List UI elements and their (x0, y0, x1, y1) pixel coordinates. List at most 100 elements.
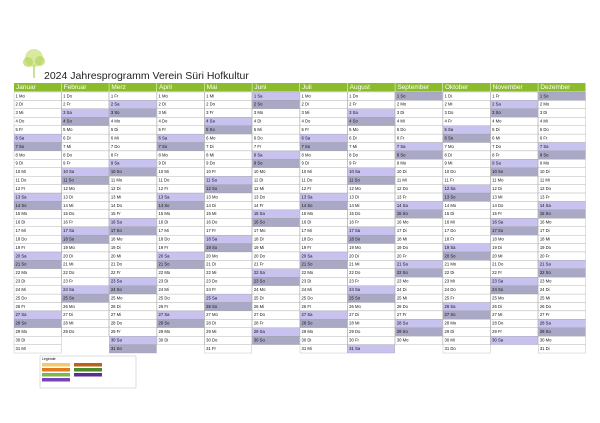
day-label: 16 Di (16, 220, 26, 225)
day-label: 26 Fr (16, 304, 26, 309)
day-label: 24 Mi (16, 287, 26, 292)
month-name: Januar (16, 84, 37, 91)
legend: Legende (39, 355, 137, 389)
day-label: 1 Di (445, 93, 453, 98)
day-label: 22 So (397, 270, 409, 275)
day-label: 7 So (302, 144, 311, 149)
day-label: 14 So (16, 203, 28, 208)
day-label: 23 Di (16, 279, 26, 284)
day-cell (490, 336, 538, 345)
day-label: 27 Di (63, 312, 73, 317)
day-label: 28 Fr (254, 321, 264, 326)
day-label: 9 So (254, 161, 263, 166)
day-label: 11 Fr (445, 178, 455, 183)
day-label: 7 Fr (254, 144, 262, 149)
day-label: 17 Mi (159, 228, 169, 233)
day-label: 1 Do (349, 93, 359, 98)
day-label: 29 Sa (254, 329, 266, 334)
day-label: 6 Fr (397, 135, 405, 140)
day-label: 23 Mo (397, 279, 409, 284)
month-name: Oktober (445, 84, 469, 91)
day-label: 18 Mi (397, 236, 407, 241)
day-label: 10 Mi (159, 169, 169, 174)
day-label: 11 So (63, 178, 74, 183)
month-name: November (493, 84, 524, 91)
day-label: 25 Mo (111, 295, 123, 300)
day-label: 6 Mi (492, 135, 500, 140)
day-label: 9 Di (159, 161, 167, 166)
day-label: 22 Mo (16, 270, 28, 275)
day-label: 31 Mi (16, 346, 26, 351)
day-cell (299, 344, 348, 354)
day-label: 12 Do (540, 186, 552, 191)
day-label: 16 Di (302, 220, 312, 225)
day-label: 6 Mo (206, 135, 216, 140)
day-label: 23 Sa (492, 279, 504, 284)
day-label: 15 Mo (159, 211, 171, 216)
day-label: 24 Fr (206, 287, 216, 292)
day-label: 7 Mo (445, 144, 455, 149)
day-label: 28 Do (492, 321, 504, 326)
day-label: 12 Mo (349, 186, 361, 191)
day-label: 25 Do (302, 295, 314, 300)
day-label: 13 Do (254, 194, 266, 199)
day-label: 26 Di (111, 304, 121, 309)
day-cell (252, 336, 300, 345)
day-label: 23 Mo (540, 279, 552, 284)
day-label: 13 Mi (111, 194, 121, 199)
day-label: 12 Di (111, 186, 121, 191)
day-label: 2 So (254, 102, 263, 107)
day-label: 4 Mo (492, 119, 502, 124)
day-label: 15 Mo (16, 211, 28, 216)
day-label: 8 Do (63, 152, 73, 157)
day-label: 19 So (206, 245, 218, 250)
month-name: September (397, 84, 430, 91)
day-label: 31 Fr (206, 346, 216, 351)
day-label: 30 Sa (111, 337, 123, 342)
day-label: 19 Mo (63, 245, 75, 250)
day-label: 29 So (540, 329, 552, 334)
day-label: 20 Di (349, 253, 359, 258)
day-label: 8 Mi (206, 152, 214, 157)
day-label: 29 Di (445, 329, 455, 334)
day-label: 15 Fr (492, 211, 502, 216)
day-label: 23 Sa (111, 279, 123, 284)
day-label: 6 Sa (16, 135, 25, 140)
day-label: 24 Di (540, 287, 550, 292)
day-label: 21 Do (492, 262, 504, 267)
day-label: 4 Di (254, 119, 262, 124)
day-label: 31 Do (445, 346, 457, 351)
day-label: 14 Do (492, 203, 504, 208)
day-label: 15 Sa (254, 211, 266, 216)
day-label: 21 Do (111, 262, 123, 267)
day-label: 15 Mi (206, 211, 216, 216)
day-label: 19 Mi (254, 245, 264, 250)
day-label: 10 Mo (254, 169, 266, 174)
day-label: 13 Mi (492, 194, 502, 199)
day-label: 10 Mi (302, 169, 312, 174)
day-label: 1 Sa (254, 93, 263, 98)
day-label: 23 Mi (445, 279, 455, 284)
day-label: 17 Do (445, 228, 457, 233)
day-label: 14 Do (111, 203, 123, 208)
day-label: 21 Mo (445, 262, 457, 267)
day-label: 20 Fr (397, 253, 407, 258)
day-label: 11 Do (159, 178, 171, 183)
day-label: 28 Sa (397, 321, 409, 326)
day-label: 7 Mi (349, 144, 357, 149)
day-label: 20 Mi (492, 253, 502, 258)
day-label: 8 Mo (159, 152, 169, 157)
day-label: 11 Mi (397, 178, 407, 183)
day-label: 29 Mi (206, 329, 216, 334)
day-label: 7 Di (206, 144, 214, 149)
day-label: 15 Fr (111, 211, 121, 216)
day-cell (442, 344, 491, 354)
month-header (204, 83, 252, 92)
day-label: 22 Sa (254, 270, 266, 275)
day-label: 8 Sa (254, 152, 263, 157)
day-label: 15 Di (445, 211, 455, 216)
day-label: 30 Di (16, 337, 26, 342)
day-label: 17 Di (540, 228, 550, 233)
day-label: 8 Mo (16, 152, 26, 157)
day-label: 5 Mo (349, 127, 359, 132)
